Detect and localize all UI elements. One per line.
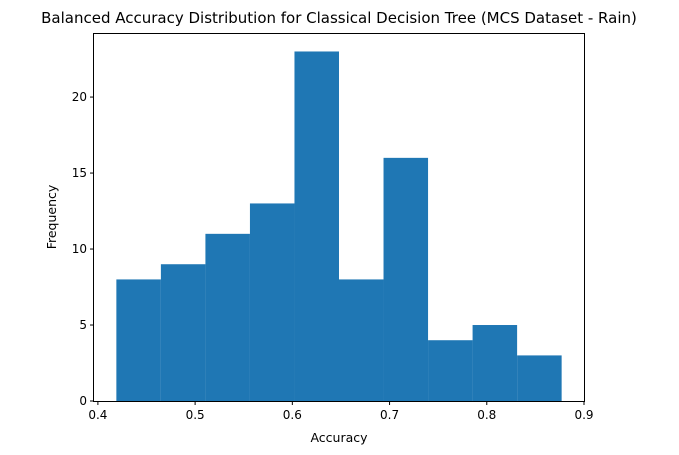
histogram-bar	[294, 51, 339, 401]
x-tick-label: 0.5	[186, 408, 205, 422]
histogram-bar	[116, 279, 161, 401]
x-tick-label: 0.8	[477, 408, 496, 422]
plot-frame	[93, 33, 585, 402]
y-axis-label: Frequency	[44, 184, 59, 249]
y-tick-label: 5	[79, 318, 87, 332]
y-tick-label: 15	[72, 166, 87, 180]
y-axis-ticks: 0 5 10 15 20	[72, 90, 94, 408]
histogram-bar	[517, 355, 562, 401]
x-axis-label: Accuracy	[310, 430, 368, 445]
y-tick-label: 10	[72, 242, 87, 256]
bars-group	[116, 51, 562, 401]
histogram-bar	[383, 157, 429, 401]
histogram-bar	[249, 203, 295, 401]
histogram-bar	[472, 325, 518, 401]
histogram-bar	[428, 340, 473, 401]
histogram-bar	[339, 279, 384, 401]
chart-title: Balanced Accuracy Distribution for Class…	[41, 9, 637, 27]
histogram-bar	[160, 264, 206, 401]
x-tick-label: 0.4	[88, 408, 107, 422]
y-tick-label: 0	[79, 394, 87, 408]
x-tick-label: 0.6	[283, 408, 302, 422]
x-tick-label: 0.7	[380, 408, 399, 422]
x-tick-label: 0.9	[574, 408, 593, 422]
histogram-bar	[205, 233, 250, 401]
y-tick-label: 20	[72, 90, 87, 104]
x-axis-ticks: 0.4 0.5 0.6 0.7 0.8 0.9	[88, 401, 594, 422]
